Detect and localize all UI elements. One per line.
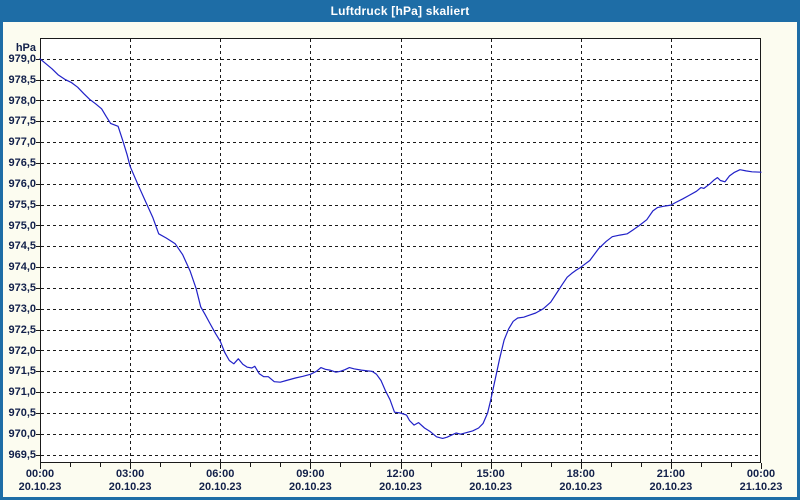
pressure-line bbox=[39, 58, 762, 439]
y-axis-unit-label: hPa bbox=[15, 42, 36, 54]
window-title: Luftdruck [hPa] skaliert bbox=[330, 4, 470, 18]
window-titlebar[interactable]: Luftdruck [hPa] skaliert bbox=[0, 0, 800, 22]
plot-area bbox=[40, 38, 761, 463]
